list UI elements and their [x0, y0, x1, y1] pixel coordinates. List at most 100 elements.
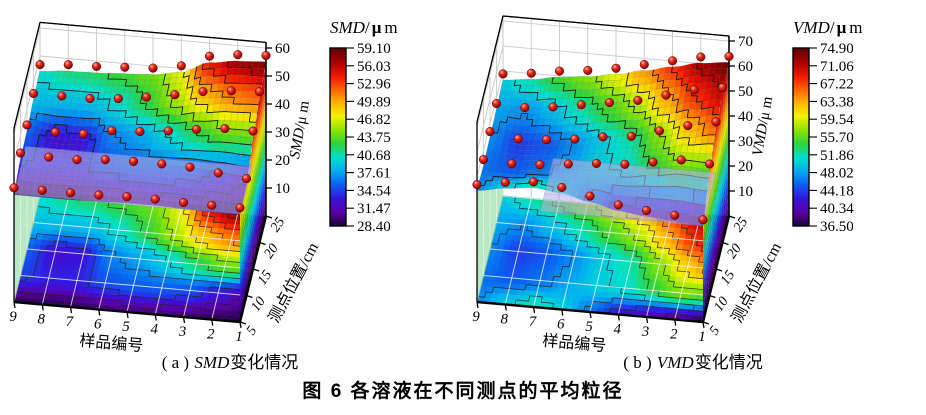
colorbar-tick-label: 59.10 [357, 41, 391, 57]
data-point-sphere [198, 87, 208, 97]
data-point-sphere [498, 69, 508, 79]
data-point-sphere [704, 159, 715, 169]
subcaption-b-prefix: ( b ) [623, 353, 656, 372]
colorbar-tick-label: 28.40 [357, 219, 391, 235]
colorbar-gradient [329, 47, 347, 227]
data-point-sphere [113, 94, 123, 104]
data-point-sphere [491, 98, 502, 109]
data-point-sphere [689, 85, 699, 95]
data-point-sphere [472, 180, 482, 190]
colorbar-tick-label: 63.38 [820, 94, 854, 110]
clip-plane [539, 158, 717, 227]
data-point-sphere [528, 177, 539, 187]
z-tick-label: 20 [738, 159, 753, 175]
data-point-sphere [248, 126, 258, 136]
colorbar-tick-label: 74.90 [820, 41, 854, 57]
data-point-sphere [37, 185, 47, 195]
subcaption-b-suffix: 变化情况 [694, 353, 763, 372]
data-point-sphere [148, 63, 158, 73]
data-point-sphere [541, 135, 552, 145]
data-point-sphere [22, 120, 32, 130]
surface-plot-vmd: 9 8 7 6 5 4 3 2 1 51015202510203040506070样品编号测点位置… [472, 15, 785, 352]
data-point-sphere [150, 194, 160, 204]
data-point-sphere [50, 127, 60, 137]
data-point-sphere [220, 124, 230, 134]
data-point-sphere [717, 83, 728, 93]
colorbar-title-unit: m [384, 18, 398, 37]
colorbar-smd: SMD/μ m 59.10 56.03 52.96 49.89 46.82 43.75 40.… [328, 18, 460, 250]
data-point-sphere [185, 162, 195, 172]
x-tick-label: 5 [585, 319, 593, 335]
z-tick-label: 30 [738, 134, 753, 150]
colorbar-title-italic: SMD [330, 18, 365, 37]
x-tick-label: 4 [151, 322, 159, 338]
data-point-sphere [204, 51, 215, 61]
data-point-sphere [641, 205, 652, 216]
data-point-sphere [591, 158, 602, 168]
data-point-sphere [72, 155, 82, 165]
x-tick-label: 6 [557, 317, 565, 333]
colorbar-tick-label: 34.54 [357, 183, 391, 199]
data-point-sphere [620, 159, 630, 169]
data-point-sphere [176, 61, 186, 71]
colorbar-title-unit: m [849, 18, 863, 37]
x-tick-label: 6 [94, 317, 102, 333]
data-point-sphere [683, 121, 693, 131]
data-point-sphere [576, 100, 586, 110]
data-point-sphere [122, 192, 132, 202]
surface-plot-smd: 9 8 7 6 5 4 3 2 1 510152025102030405060样品编号测点位置/c… [9, 21, 322, 352]
mu-symbol: μ [371, 18, 382, 37]
data-point-sphere [557, 182, 567, 192]
subcaption-b: ( b ) VMD变化情况 [503, 348, 883, 373]
z-axis-title: SMD/μ m [287, 99, 313, 160]
data-point-sphere [711, 117, 721, 127]
floor-contour [13, 195, 267, 323]
data-point-sphere [670, 210, 680, 220]
data-point-sphere [91, 61, 102, 71]
data-point-sphere [676, 155, 686, 165]
subcaption-a: ( a ) SMD变化情况 [40, 348, 420, 373]
x-tick-label: 3 [178, 324, 187, 340]
data-point-sphere [107, 126, 117, 136]
data-point-sphere [507, 159, 517, 169]
data-point-sphere [570, 134, 580, 144]
figure-caption: 图 6 各溶液在不同测点的平均粒径 [302, 381, 624, 402]
data-point-sphere [191, 124, 202, 134]
z-tick-label: 40 [275, 97, 290, 113]
x-tick-label: 9 [9, 309, 17, 325]
data-point-sphere [535, 160, 545, 170]
x-tick-label: 1 [698, 329, 706, 345]
panel-vmd: 9 8 7 6 5 4 3 2 1 5 10 15 20 25 10 20 30 40 50 60 70 样品编号 测点位置… [463, 0, 926, 373]
z-tick-label: 10 [738, 184, 753, 200]
data-point-sphere [585, 191, 595, 201]
subcaption-a-series: SMD [194, 353, 230, 372]
data-point-sphere [78, 129, 89, 139]
colorbar-tick-label: 36.50 [820, 219, 854, 235]
colorbar-tick-label: 51.86 [820, 148, 854, 164]
colorbar-tick-label: 67.22 [820, 77, 854, 93]
data-point-sphere [35, 60, 45, 70]
data-point-sphere [261, 50, 271, 61]
data-point-sphere [65, 188, 76, 198]
z-tick-label: 10 [275, 181, 290, 197]
data-point-sphere [100, 155, 110, 165]
data-point-sphere [478, 155, 489, 165]
data-point-sphere [520, 103, 530, 113]
data-point-sphere [696, 52, 706, 62]
y-tick-label: 5 [244, 324, 260, 338]
x-tick-label: 5 [122, 319, 130, 335]
y-tick-label: 5 [707, 324, 723, 338]
x-tick-label: 1 [235, 329, 243, 345]
colorbar-tick-label: 37.61 [357, 166, 391, 182]
colorbar-tick-label: 48.02 [820, 166, 854, 182]
colorbar-gradient [792, 47, 810, 227]
data-point-sphere [563, 159, 573, 169]
colorbar-tick-label: 52.96 [357, 77, 391, 93]
data-point-sphere [128, 156, 139, 166]
data-points [472, 51, 734, 225]
colorbar-tick-label: 40.34 [820, 201, 854, 217]
data-point-sphere [598, 132, 608, 142]
data-point-sphere [513, 134, 523, 144]
subcaption-a-suffix: 变化情况 [230, 353, 299, 372]
